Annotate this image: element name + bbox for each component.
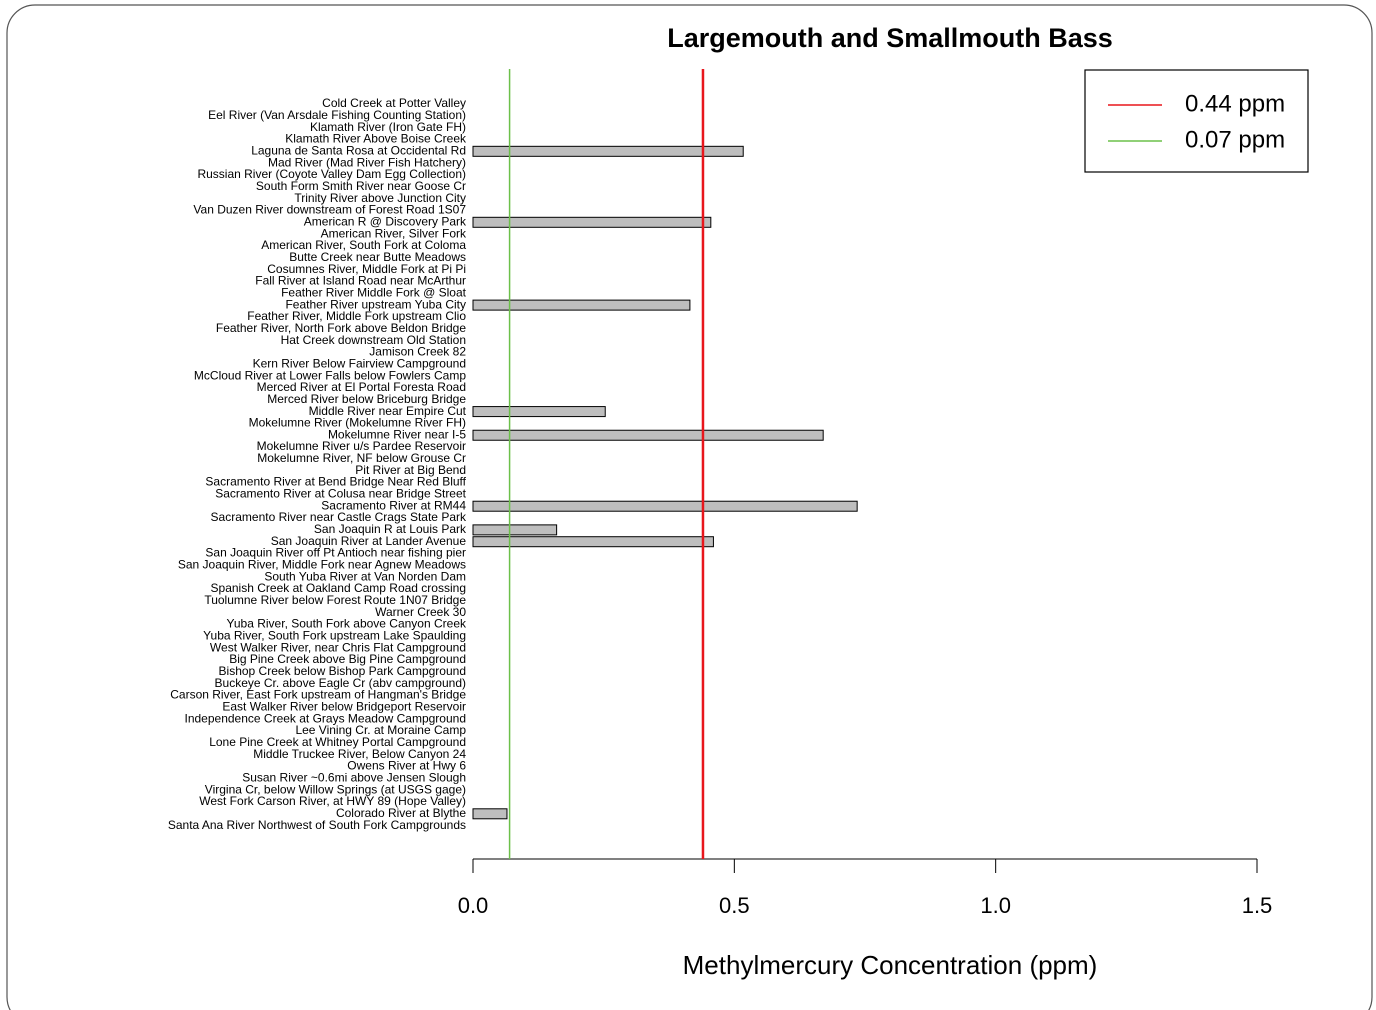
y-tick-label: Kern River Below Fairview Campground bbox=[253, 356, 466, 370]
y-tick-label: Feather River upstream Yuba City bbox=[285, 297, 466, 311]
y-tick-label: Sacramento River at Bend Bridge Near Red… bbox=[205, 475, 466, 489]
legend-box bbox=[1084, 69, 1309, 173]
y-tick-label: Independence Creek at Grays Meadow Campg… bbox=[185, 711, 467, 725]
y-tick-label: Lone Pine Creek at Whitney Portal Campgr… bbox=[209, 735, 466, 749]
y-tick-label: Susan River ~0.6mi above Jensen Slough bbox=[242, 770, 466, 784]
bar bbox=[472, 808, 508, 820]
y-tick-label: Mokelumne River, NF below Grouse Cr bbox=[257, 451, 466, 465]
bar bbox=[472, 429, 824, 441]
y-tick-label: Hat Creek downstream Old Station bbox=[281, 333, 466, 347]
y-tick-label: Tuolumne River below Forest Route 1N07 B… bbox=[204, 593, 466, 607]
x-tick-label: 1.0 bbox=[980, 893, 1011, 918]
y-tick-label: Big Pine Creek above Big Pine Campground bbox=[229, 652, 466, 666]
y-tick-label: Merced River at El Portal Foresta Road bbox=[257, 380, 466, 394]
y-tick-label: Cold Creek at Potter Valley bbox=[322, 96, 466, 110]
y-tick-label: Virgina Cr, below Willow Springs (at USG… bbox=[205, 782, 466, 796]
y-tick-label: Yuba River, South Fork upstream Lake Spa… bbox=[203, 629, 466, 643]
y-tick-label: Warner Creek 30 bbox=[375, 605, 466, 619]
y-tick-label: South Yuba River at Van Norden Dam bbox=[264, 569, 466, 583]
y-tick-label: Mokelumne River near I-5 bbox=[328, 427, 466, 441]
bar bbox=[472, 536, 714, 548]
y-tick-label: Russian River (Coyote Valley Dam Egg Col… bbox=[197, 167, 466, 181]
legend-label: 0.07 ppm bbox=[1185, 126, 1285, 153]
y-tick-label: South Form Smith River near Goose Cr bbox=[256, 179, 466, 193]
y-tick-label: Cosumnes River, Middle Fork at Pi Pi bbox=[267, 262, 466, 276]
y-tick-label: Sacramento River at Colusa near Bridge S… bbox=[215, 487, 466, 501]
y-tick-label: Lee Vining Cr. at Moraine Camp bbox=[295, 723, 466, 737]
y-tick-label: Mokelumne River u/s Pardee Reservoir bbox=[257, 439, 466, 453]
x-tick-label: 1.5 bbox=[1242, 893, 1273, 918]
y-tick-label: American River, Silver Fork bbox=[321, 226, 467, 240]
y-tick-label: Feather River, North Fork above Beldon B… bbox=[216, 321, 466, 335]
y-tick-label: West Fork Carson River, at HWY 89 (Hope … bbox=[199, 794, 466, 808]
y-tick-label: San Joaquin River, Middle Fork near Agne… bbox=[178, 558, 466, 572]
chart-title: Largemouth and Smallmouth Bass bbox=[667, 23, 1113, 53]
bar bbox=[472, 216, 712, 228]
bar bbox=[472, 524, 558, 536]
y-tick-label: San Joaquin River off Pt Antioch near fi… bbox=[205, 546, 466, 560]
y-tick-label: San Joaquin R at Louis Park bbox=[314, 522, 467, 536]
y-tick-label: Klamath River (Iron Gate FH) bbox=[310, 120, 466, 134]
y-tick-label: Feather River Middle Fork @ Sloat bbox=[281, 285, 467, 299]
y-tick-label: Butte Creek near Butte Meadows bbox=[289, 250, 466, 264]
x-tick-label: 0.5 bbox=[719, 893, 750, 918]
y-tick-label: McCloud River at Lower Falls below Fowle… bbox=[194, 368, 466, 382]
y-tick-label: East Walker River below Bridgeport Reser… bbox=[222, 700, 466, 714]
frame bbox=[6, 4, 1373, 1010]
y-tick-label: Trinity River above Junction City bbox=[294, 191, 466, 205]
y-tick-label: Sacramento River near Castle Crags State… bbox=[211, 510, 467, 524]
y-tick-label: Merced River below Briceburg Bridge bbox=[267, 392, 466, 406]
y-tick-label: San Joaquin River at Lander Avenue bbox=[271, 534, 467, 548]
y-tick-label: Jamison Creek 82 bbox=[369, 345, 466, 359]
y-tick-label: Klamath River Above Boise Creek bbox=[285, 132, 467, 146]
x-axis-label: Methylmercury Concentration (ppm) bbox=[683, 950, 1098, 980]
y-tick-label: Carson River, East Fork upstream of Hang… bbox=[170, 688, 466, 702]
y-tick-label: Colorado River at Blythe bbox=[336, 806, 466, 820]
y-tick-label: American R @ Discovery Park bbox=[304, 214, 467, 228]
y-tick-label: West Walker River, near Chris Flat Campg… bbox=[210, 640, 466, 654]
y-tick-label: Fall River at Island Road near McArthur bbox=[255, 274, 466, 288]
bar bbox=[472, 145, 744, 157]
y-tick-label: Laguna de Santa Rosa at Occidental Rd bbox=[251, 143, 466, 157]
y-tick-label: Middle Truckee River, Below Canyon 24 bbox=[253, 747, 466, 761]
bar bbox=[472, 406, 606, 418]
x-tick-label: 0.0 bbox=[458, 893, 489, 918]
y-tick-label: Owens River at Hwy 6 bbox=[347, 759, 466, 773]
y-tick-label: Santa Ana River Northwest of South Fork … bbox=[168, 818, 466, 832]
y-tick-label: Yuba River, South Fork above Canyon Cree… bbox=[227, 617, 467, 631]
y-tick-label: Van Duzen River downstream of Forest Roa… bbox=[193, 203, 466, 217]
y-tick-label: Mokelumne River (Mokelumne River FH) bbox=[249, 416, 466, 430]
y-tick-label: Buckeye Cr. above Eagle Cr (abv campgrou… bbox=[215, 676, 466, 690]
bar bbox=[472, 500, 858, 512]
y-tick-label: Sacramento River at RM44 bbox=[321, 498, 466, 512]
y-tick-label: Middle River near Empire Cut bbox=[309, 404, 467, 418]
legend-label: 0.44 ppm bbox=[1185, 90, 1285, 117]
y-tick-label: Pit River at Big Bend bbox=[355, 463, 466, 477]
y-tick-label: Bishop Creek below Bishop Park Campgroun… bbox=[219, 664, 466, 678]
y-tick-label: Mad River (Mad River Fish Hatchery) bbox=[268, 155, 466, 169]
y-tick-label: American River, South Fork at Coloma bbox=[261, 238, 466, 252]
bar bbox=[472, 299, 691, 311]
y-tick-label: Eel River (Van Arsdale Fishing Counting … bbox=[208, 108, 466, 122]
y-tick-label: Feather River, Middle Fork upstream Clio bbox=[247, 309, 466, 323]
y-tick-label: Spanish Creek at Oakland Camp Road cross… bbox=[211, 581, 466, 595]
